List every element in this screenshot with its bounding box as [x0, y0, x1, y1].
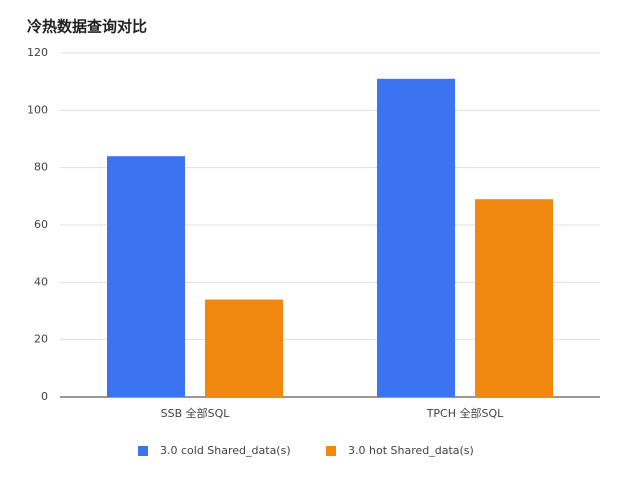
y-tick-label: 100: [27, 103, 48, 116]
bar: [205, 299, 283, 397]
y-tick-label: 40: [34, 275, 48, 288]
legend-swatch: [138, 446, 148, 456]
y-tick-label: 120: [27, 46, 48, 59]
x-tick-label: TPCH 全部SQL: [426, 406, 504, 420]
bar: [475, 199, 553, 397]
bar: [107, 156, 185, 397]
bar: [377, 78, 455, 398]
chart-title: 冷热数据查询对比: [27, 18, 147, 36]
y-tick-label: 20: [34, 333, 48, 346]
legend-label: 3.0 hot Shared_data(s): [348, 444, 474, 457]
x-tick-label: SSB 全部SQL: [161, 406, 231, 420]
y-tick-label: 60: [34, 218, 48, 231]
legend-swatch: [326, 446, 336, 456]
y-tick-label: 0: [41, 390, 48, 403]
legend-label: 3.0 cold Shared_data(s): [160, 444, 291, 457]
y-tick-label: 80: [34, 161, 48, 174]
